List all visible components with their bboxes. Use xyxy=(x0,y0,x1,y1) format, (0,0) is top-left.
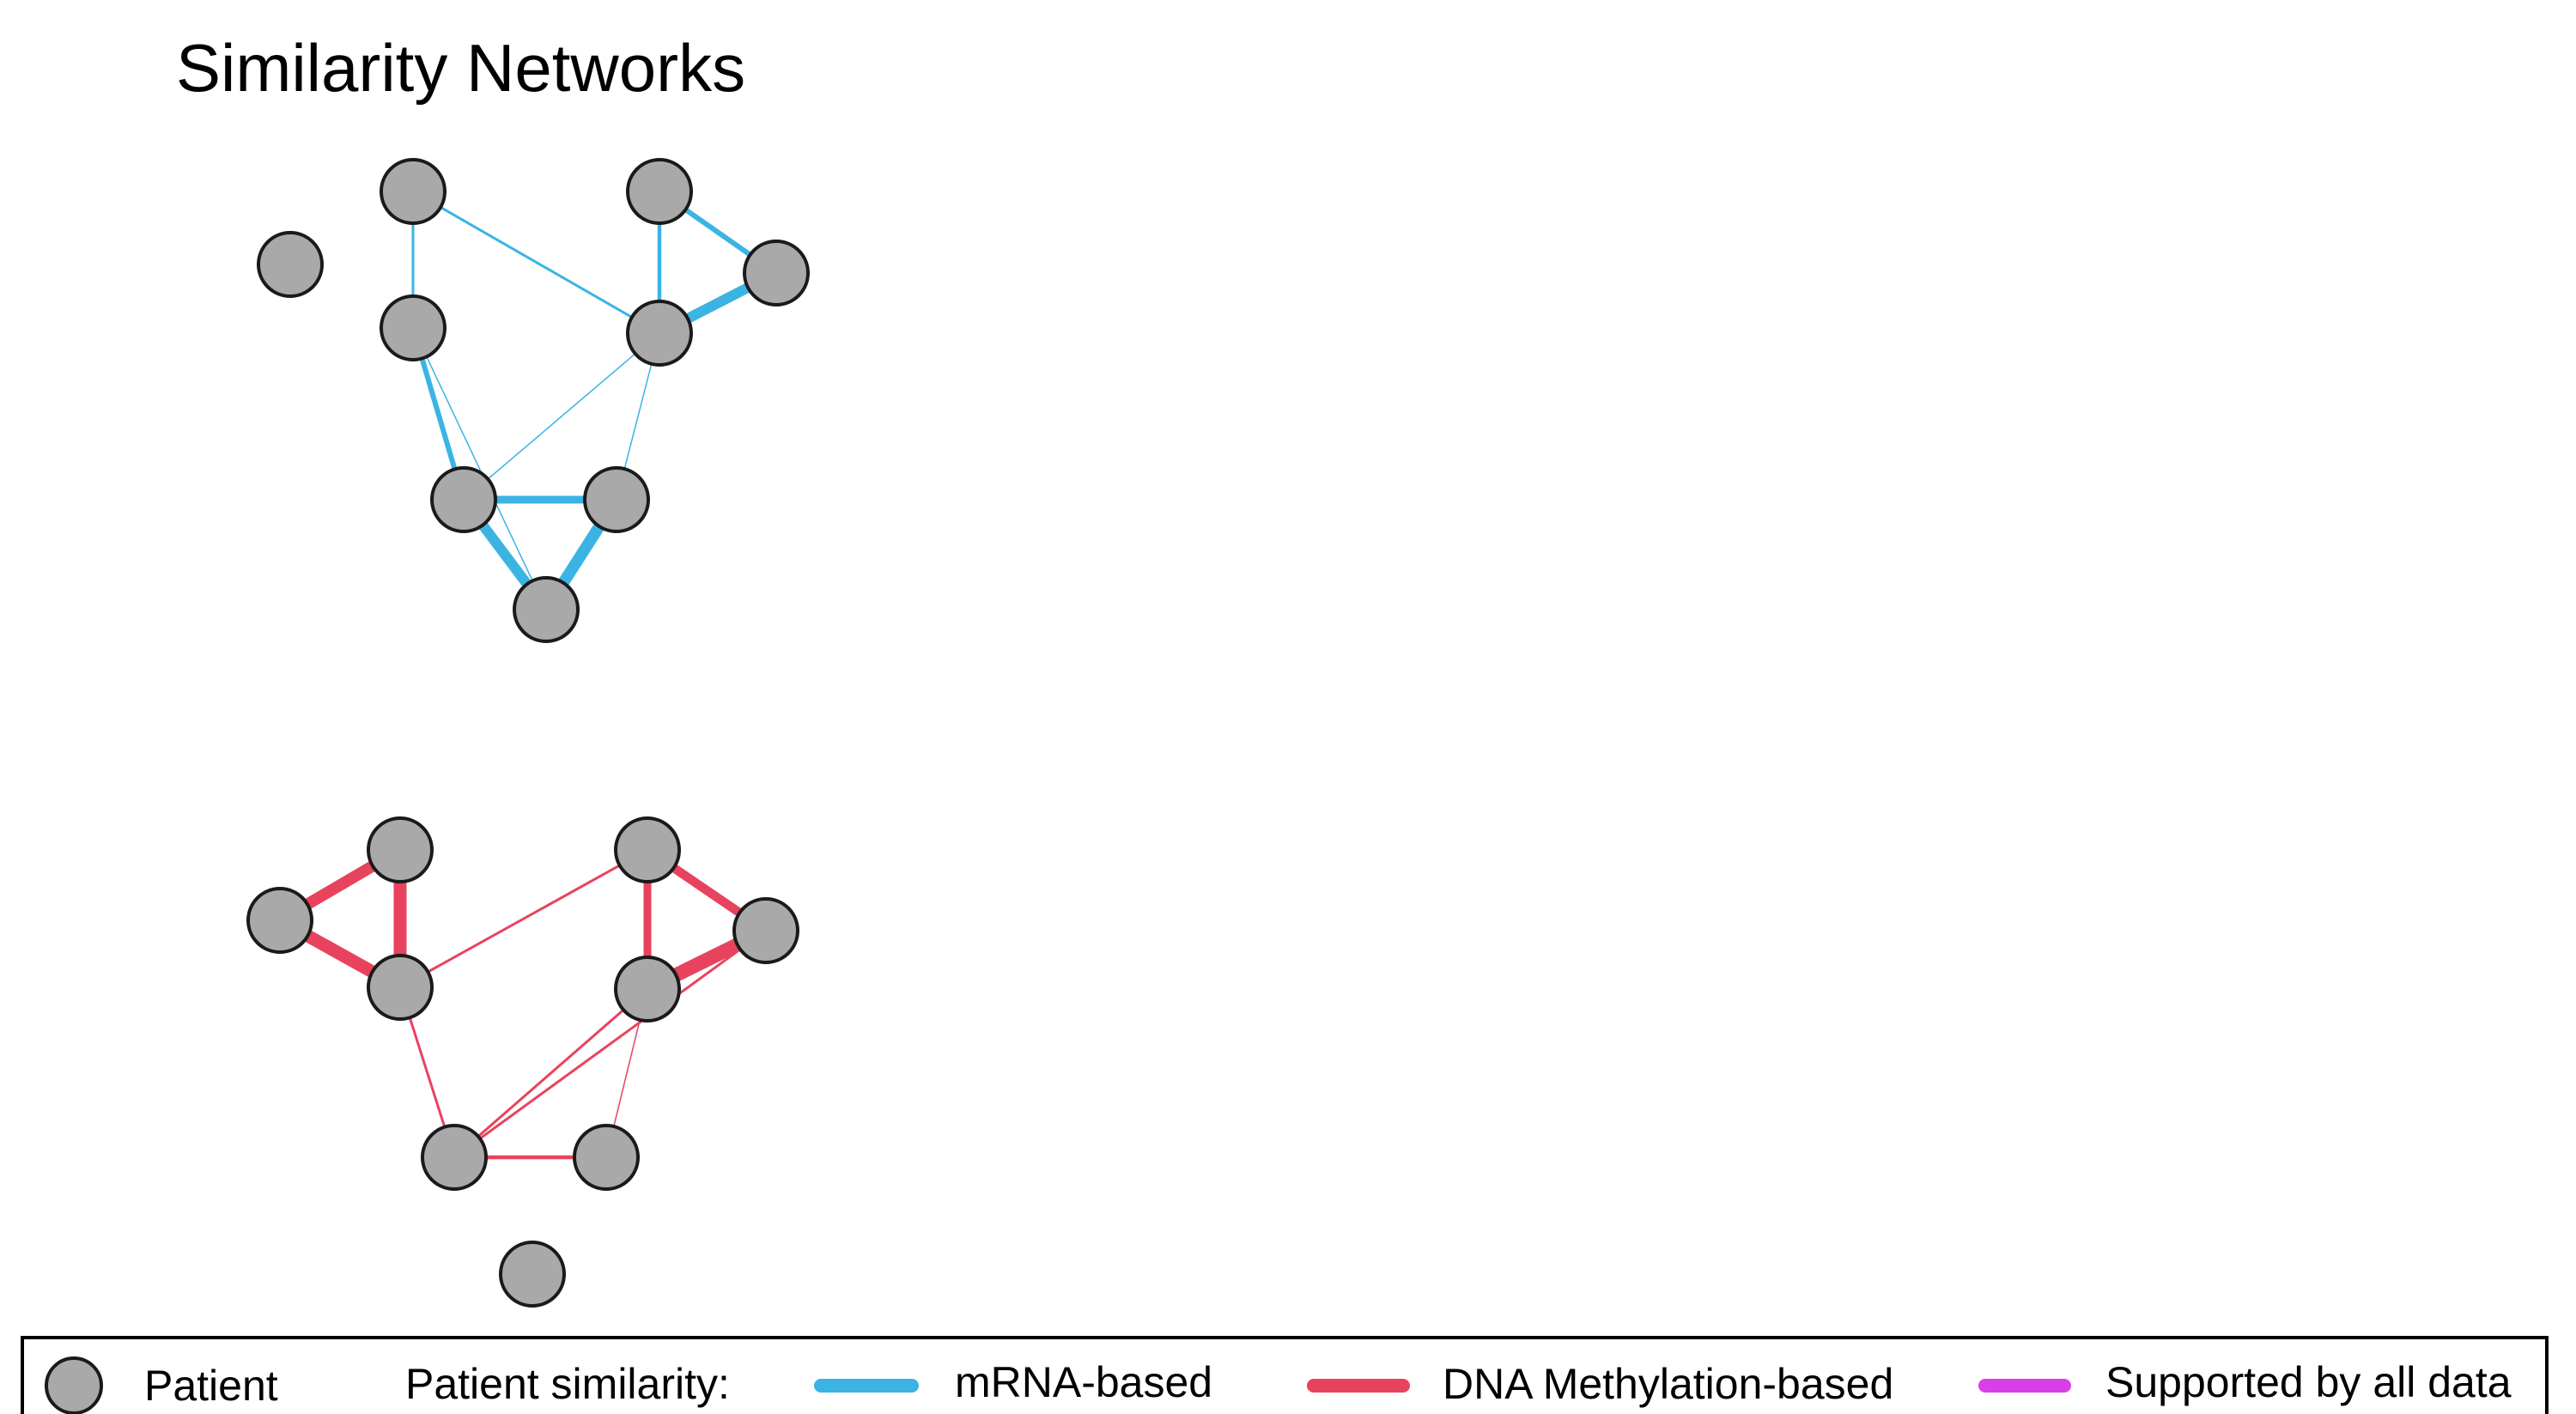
mrna-network-patient-node-p2 xyxy=(380,158,447,225)
legend-all-data-label: Supported by all data xyxy=(2105,1358,2512,1406)
methylation-network-edge-p6-p7 xyxy=(453,987,648,1159)
methylation-network-patient-node-p4 xyxy=(614,816,681,883)
methylation-network-patient-node-p3 xyxy=(367,954,434,1021)
mrna-network-edge-p2-p6 xyxy=(412,190,660,335)
mrna-network-patient-node-p9 xyxy=(583,466,650,533)
methylation-network xyxy=(246,816,799,1308)
mrna-network xyxy=(257,158,810,643)
legend-patient-icon xyxy=(45,1356,103,1414)
methylation-network-patient-node-p2 xyxy=(367,816,434,883)
mrna-network-edge-p6-p8 xyxy=(463,332,660,501)
legend-box xyxy=(21,1336,2549,1414)
mrna-network-edge-p3-p7 xyxy=(412,327,547,610)
mrna-network-patient-node-p1 xyxy=(257,231,324,298)
methylation-network-edge-p3-p4 xyxy=(399,848,648,989)
legend-mrna-label: mRNA-based xyxy=(955,1358,1212,1406)
methylation-network-patient-node-p6 xyxy=(614,956,681,1023)
legend-methylation-label: DNA Methylation-based xyxy=(1443,1360,1893,1408)
legend-similarity-label: Patient similarity: xyxy=(405,1360,730,1408)
mrna-network-edges xyxy=(410,189,779,613)
methylation-network-patient-node-p1 xyxy=(246,887,313,954)
methylation-network-nodes xyxy=(246,816,799,1308)
methylation-network-patient-node-p10 xyxy=(499,1241,566,1308)
mrna-network-patient-node-p3 xyxy=(380,294,447,361)
methylation-network-edge-p5-p7 xyxy=(453,929,767,1159)
methylation-network-patient-node-p5 xyxy=(732,897,799,964)
mrna-network-patient-node-p5 xyxy=(743,240,810,306)
mrna-network-patient-node-p6 xyxy=(626,300,693,367)
methylation-network-patient-node-p7 xyxy=(421,1124,488,1191)
mrna-network-patient-node-p7 xyxy=(513,576,580,643)
legend: Patient Patient similarity: mRNA-based D… xyxy=(21,1336,2549,1414)
mrna-network-patient-node-p8 xyxy=(430,466,497,533)
methylation-network-patient-node-p8 xyxy=(573,1124,640,1191)
figure-title: Similarity Networks xyxy=(176,30,745,106)
mrna-network-patient-node-p4 xyxy=(626,158,693,225)
methylation-network-edges xyxy=(276,845,769,1160)
legend-patient-label: Patient xyxy=(144,1362,278,1410)
mrna-network-nodes xyxy=(257,158,810,643)
